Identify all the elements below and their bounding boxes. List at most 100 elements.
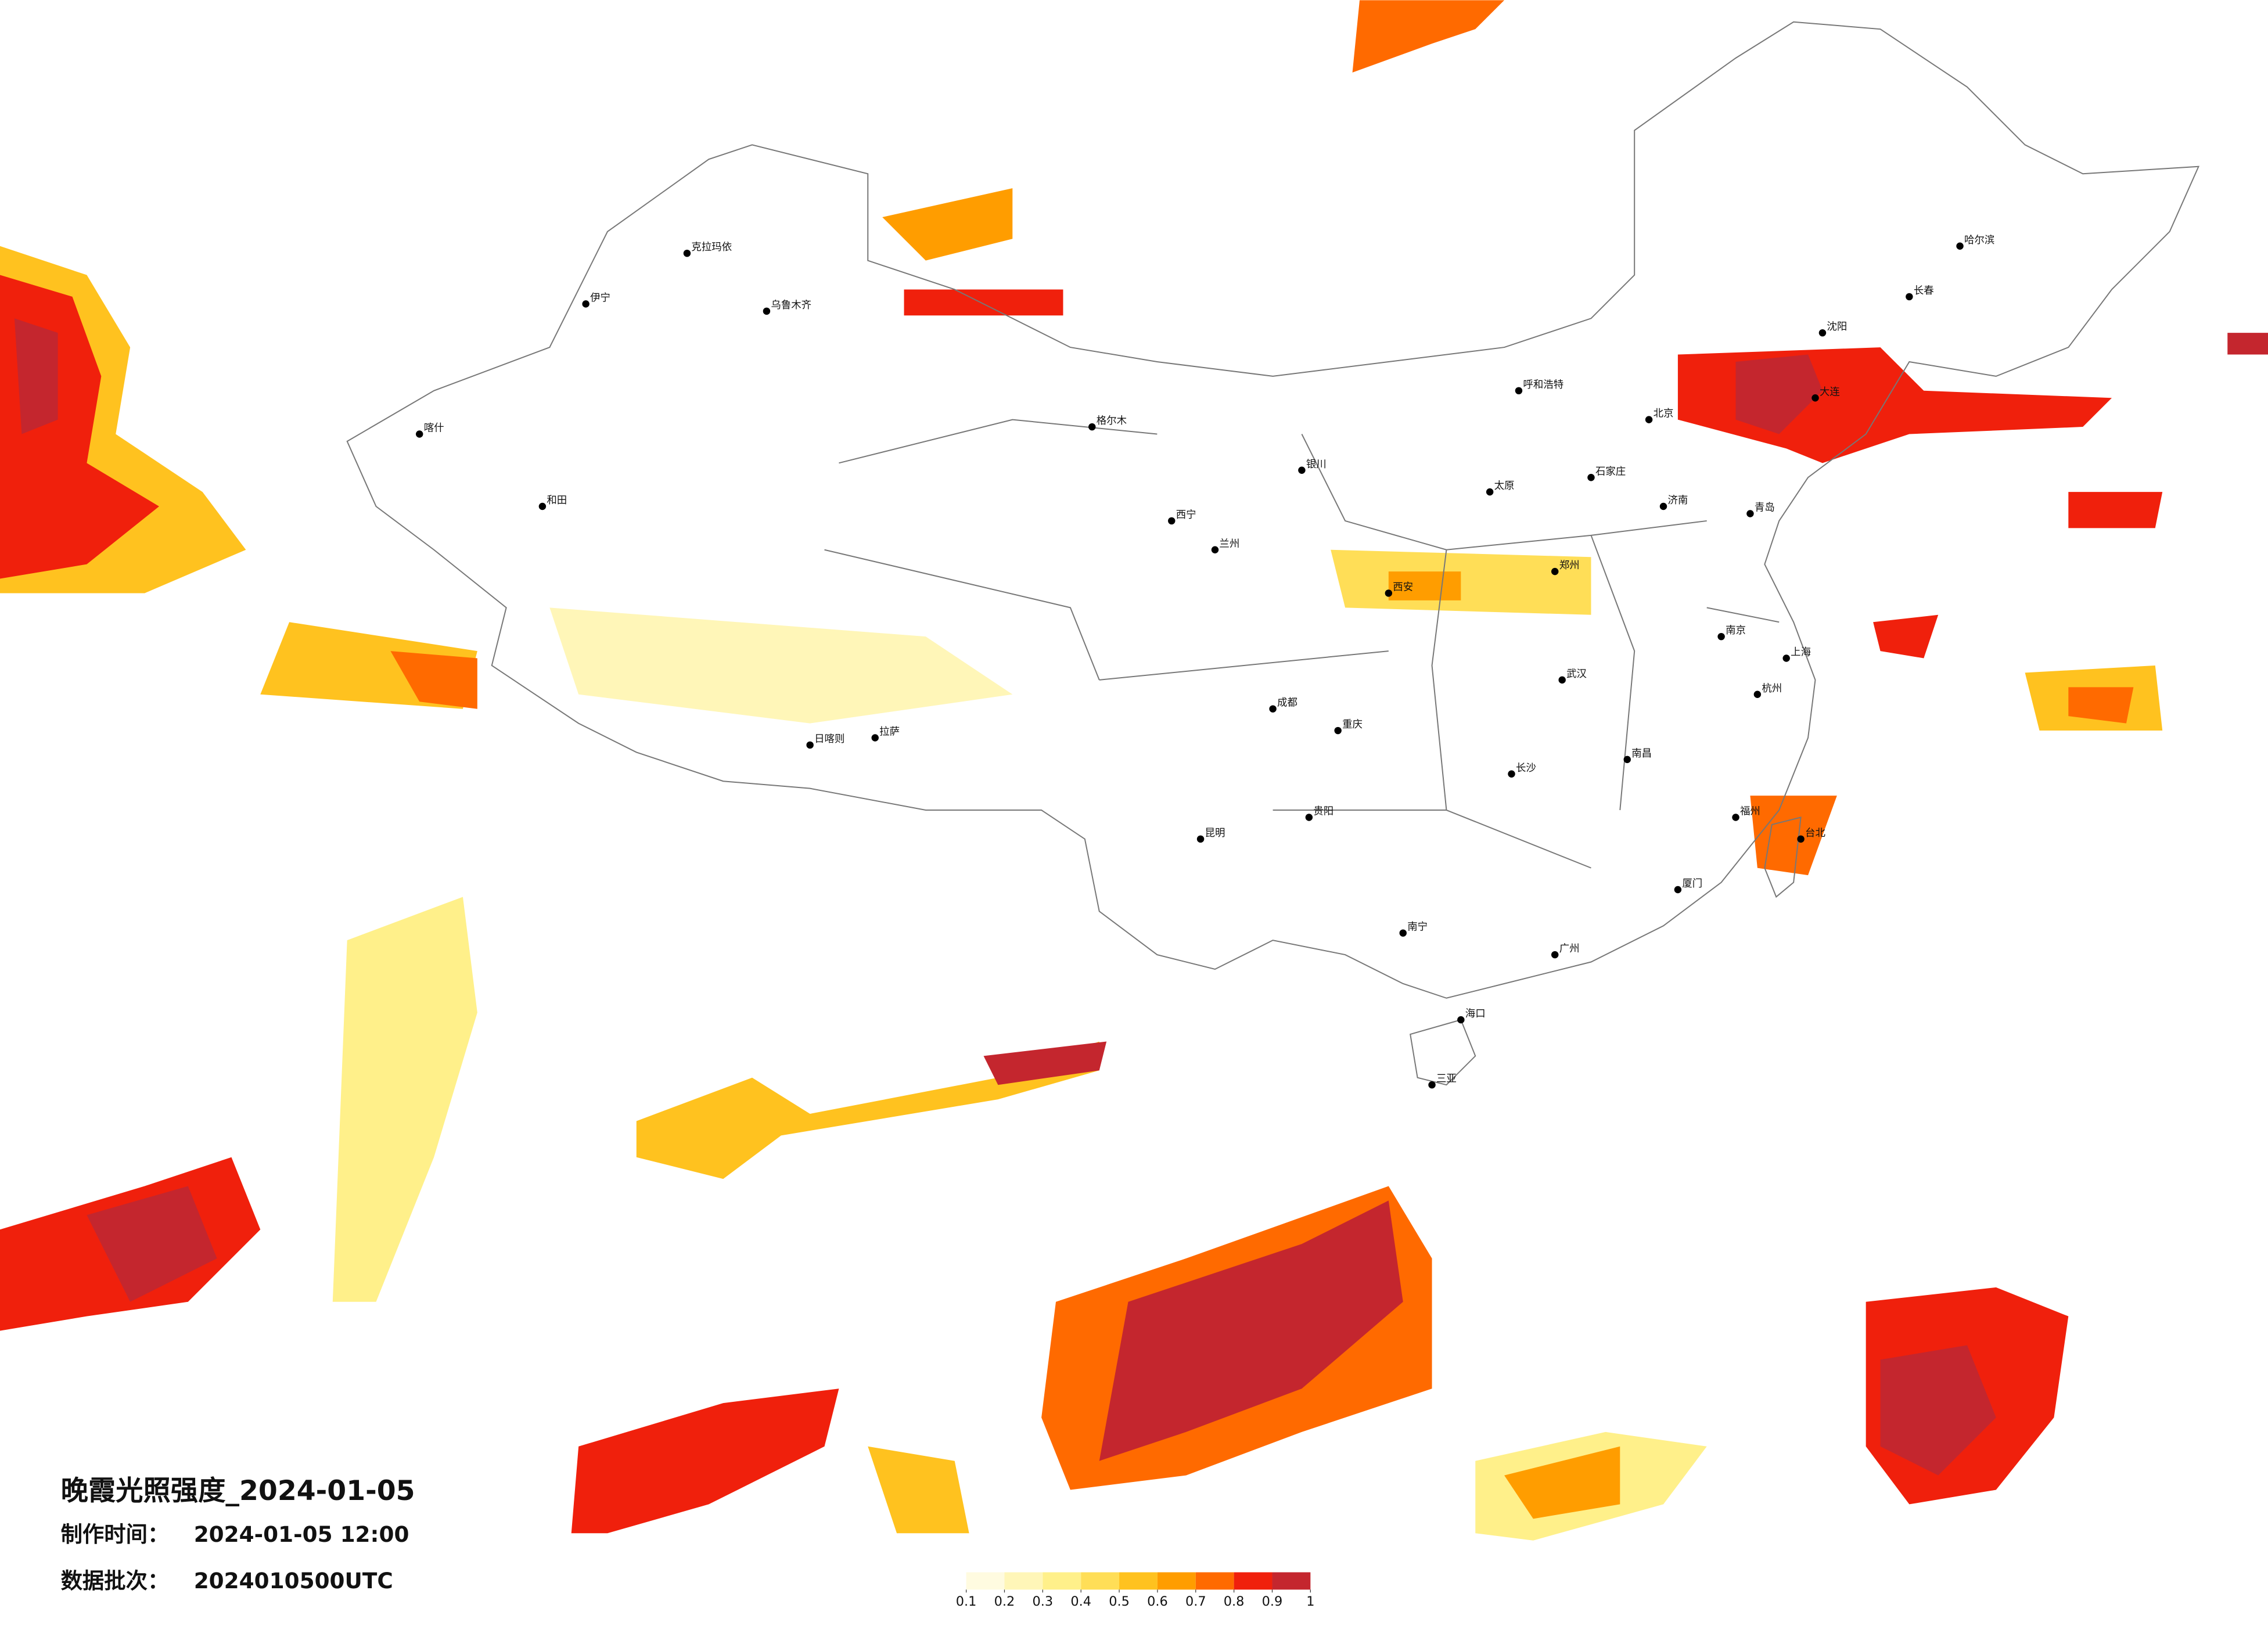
city-dot (1298, 466, 1306, 474)
city-dot (1746, 510, 1754, 517)
city-label: 和田 (547, 495, 567, 506)
city-label: 海口 (1465, 1008, 1486, 1020)
city-dot (763, 307, 771, 315)
made-time: 2024-01-05 12:00 (194, 1521, 409, 1547)
colorbar-cell (1234, 1572, 1273, 1590)
city-label: 南昌 (1631, 748, 1652, 760)
city-label: 石家庄 (1595, 466, 1626, 477)
city-label: 日喀则 (814, 733, 844, 745)
city-dot (1811, 394, 1819, 402)
country-border (346, 21, 2200, 999)
colorbar-tick-label: 0.4 (1070, 1594, 1091, 1609)
city-label: 昆明 (1205, 828, 1225, 839)
city-dot (1508, 770, 1515, 778)
colorbar-tick-label: 0.1 (956, 1594, 977, 1609)
city-dot (1753, 690, 1762, 699)
colorbar-cell (966, 1572, 1005, 1590)
city-dot (1457, 1016, 1465, 1024)
colorbar-tick-label: 0.3 (1033, 1594, 1054, 1609)
intensity-field (0, 0, 2268, 1541)
city-dot (538, 502, 547, 510)
colorbar-tick-label: 0.9 (1262, 1594, 1283, 1609)
city-label: 成都 (1277, 697, 1297, 709)
city-dot (1797, 835, 1805, 843)
city-label: 贵阳 (1313, 806, 1334, 818)
city-label: 南宁 (1407, 922, 1428, 933)
batch-label: 数据批次： (61, 1568, 170, 1593)
title: 晚霞光照强度_2024-01-05 (61, 1475, 415, 1507)
city-dot (1428, 1081, 1436, 1089)
city-label: 广州 (1559, 943, 1580, 955)
city-label: 西安 (1393, 581, 1413, 593)
city-label: 西宁 (1176, 509, 1196, 521)
colorbar-tick-label: 0.2 (994, 1594, 1015, 1609)
city-dot (1906, 293, 1913, 301)
city-label: 乌鲁木齐 (771, 300, 811, 311)
colorbar-tick-label: 0.5 (1109, 1594, 1130, 1609)
city-dot (1645, 416, 1653, 423)
city-dot (1196, 835, 1205, 843)
city-dot (1587, 473, 1595, 481)
city-dot (1623, 756, 1631, 764)
city-label: 台北 (1805, 828, 1825, 839)
city-dot (683, 249, 691, 257)
city-dot (871, 734, 879, 742)
city-label: 三亚 (1436, 1073, 1457, 1085)
city-dot (806, 741, 814, 749)
made-time-label: 制作时间： (61, 1521, 170, 1547)
city-label: 郑州 (1559, 560, 1580, 571)
city-label: 银川 (1306, 459, 1327, 470)
colorbar-tick-label: 0.7 (1185, 1594, 1206, 1609)
city-dot (1732, 814, 1739, 821)
city-label: 福州 (1740, 806, 1760, 818)
city-label: 克拉玛依 (691, 242, 732, 253)
colorbar-cell (1157, 1572, 1196, 1590)
colorbar-tick-label: 1 (1306, 1594, 1314, 1609)
city-dot (1515, 387, 1523, 395)
city-dot (1168, 517, 1176, 525)
city-dot (582, 300, 590, 308)
colorbar: 0.1 0.2 0.3 0.4 0.5 0.6 0.7 0.8 0.9 1 (956, 1572, 1314, 1609)
batch: 2024010500UTC (194, 1568, 393, 1593)
city-dot (1305, 814, 1313, 821)
city-dot (1088, 423, 1096, 431)
city-label: 拉萨 (879, 726, 900, 738)
province-borders (824, 419, 1780, 869)
city-dot (1558, 676, 1566, 684)
city-label: 北京 (1654, 408, 1674, 420)
city-label: 太原 (1494, 480, 1515, 492)
colorbar-cell (1272, 1572, 1311, 1590)
colorbar-cell (1195, 1572, 1234, 1590)
city-dot (1674, 886, 1682, 894)
colorbar-tick-label: 0.8 (1224, 1594, 1245, 1609)
city-label: 沈阳 (1827, 321, 1847, 333)
colorbar-cell (1043, 1572, 1081, 1590)
colorbar-cell (1119, 1572, 1158, 1590)
city-dot (1782, 654, 1790, 662)
city-dot (1659, 502, 1667, 510)
city-dot (1211, 546, 1219, 553)
city-dot (1486, 488, 1494, 496)
colorbar-cell (1004, 1572, 1043, 1590)
city-label: 上海 (1791, 647, 1811, 659)
city-dot (1956, 242, 1964, 250)
city-label: 呼和浩特 (1523, 379, 1563, 391)
colorbar-tick-label: 0.6 (1147, 1594, 1168, 1609)
city-dot (1269, 705, 1277, 713)
city-dot (1385, 589, 1393, 597)
city-dot (1818, 329, 1827, 337)
city-label: 喀什 (424, 423, 444, 434)
city-label: 长沙 (1516, 762, 1536, 774)
city-label: 武汉 (1566, 668, 1587, 680)
city-label: 杭州 (1762, 683, 1782, 695)
hainan (1410, 1019, 1476, 1086)
city-label: 重庆 (1342, 719, 1363, 731)
city-label: 哈尔滨 (1964, 235, 1994, 246)
city-label: 长春 (1914, 285, 1934, 297)
city-label: 格尔木 (1097, 415, 1127, 427)
city-dot (1334, 726, 1342, 735)
city-dot (1717, 632, 1725, 641)
